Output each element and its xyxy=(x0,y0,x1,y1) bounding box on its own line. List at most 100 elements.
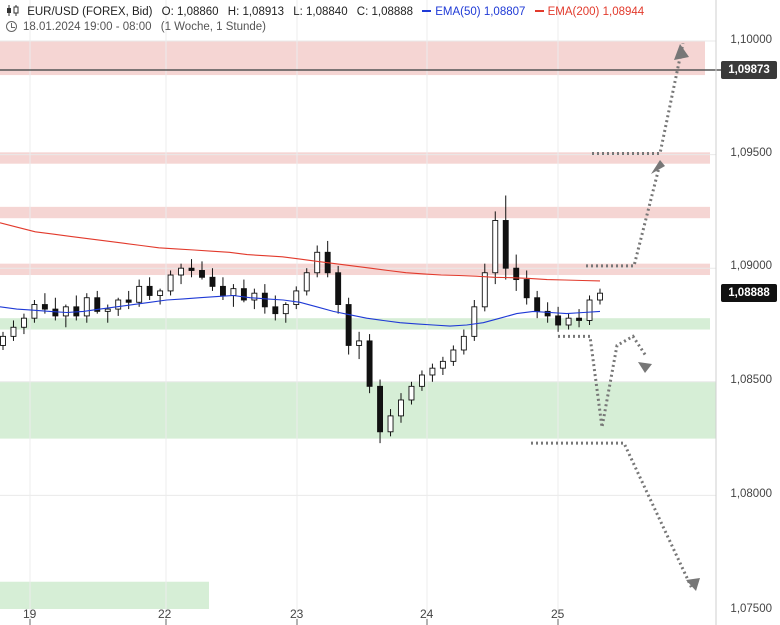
resistance-zone xyxy=(0,152,710,164)
candle-up xyxy=(565,317,572,326)
current-price-tag: 1,08888 xyxy=(721,284,777,302)
ema200-swatch xyxy=(534,10,544,12)
candle-down xyxy=(377,385,384,433)
arrow-head xyxy=(674,44,689,60)
candles-layer xyxy=(0,195,603,444)
candle-up xyxy=(429,367,436,376)
candle-up xyxy=(398,399,404,417)
support-zone xyxy=(0,318,710,330)
candle-down xyxy=(188,267,195,271)
arrow-head xyxy=(638,362,652,373)
candle-up xyxy=(450,349,457,362)
candle-down xyxy=(219,285,226,296)
low-value: L: 1,08840 xyxy=(293,6,348,18)
candle-up xyxy=(62,306,69,317)
bearish-extension xyxy=(531,441,694,590)
date-range: 18.01.2024 19:00 - 08:00 xyxy=(23,21,152,33)
candle-down xyxy=(544,310,551,317)
y-tick-label: 1,09000 xyxy=(730,260,772,272)
candle-down xyxy=(272,306,279,315)
candle-down xyxy=(335,272,342,306)
candle-down xyxy=(555,315,562,326)
candle-down xyxy=(576,317,583,321)
clock-icon xyxy=(6,21,17,32)
bullish-path-lower xyxy=(586,163,662,268)
ema200-value: 1,08944 xyxy=(602,6,645,18)
candle-down xyxy=(94,297,101,312)
support-zone xyxy=(0,381,716,439)
candle-down xyxy=(366,340,373,387)
ema50-label: EMA(50) xyxy=(435,6,481,18)
candle-up xyxy=(492,220,499,274)
ema50-value: 1,08807 xyxy=(483,6,526,18)
candle-up xyxy=(418,374,425,387)
candle-up xyxy=(230,288,237,296)
candle-up xyxy=(83,297,90,317)
candle-up xyxy=(167,274,174,292)
candle-up xyxy=(157,290,164,296)
ema50-swatch xyxy=(422,10,432,12)
ema-layer xyxy=(0,222,601,327)
open-value: O: 1,08860 xyxy=(161,6,219,18)
close-value: C: 1,08888 xyxy=(356,6,414,18)
candle-up xyxy=(20,317,27,328)
y-tick-label: 1,08500 xyxy=(730,374,772,386)
ema200-line xyxy=(0,222,601,282)
chart-subheader: 18.01.2024 19:00 - 08:00 (1 Woche, 1 Stu… xyxy=(6,21,272,33)
ema200-label: EMA(200) xyxy=(547,6,600,18)
last-price-tag: 1,09873 xyxy=(721,61,777,79)
ema200-legend: EMA(200) 1,08944 xyxy=(534,6,645,18)
y-tick-label: 1,07500 xyxy=(730,603,772,615)
resistance-zone xyxy=(0,206,710,219)
candle-up xyxy=(303,272,310,292)
candle-up xyxy=(439,360,446,369)
candle-up xyxy=(10,326,17,337)
x-tick-label: 19 xyxy=(23,607,37,621)
candle-up xyxy=(586,299,593,321)
candle-down xyxy=(502,220,509,269)
candle-up xyxy=(104,308,111,312)
candle-down xyxy=(240,288,247,301)
candle-up xyxy=(115,299,122,310)
candle-down xyxy=(199,270,205,278)
symbol-label: EUR/USD (FOREX, Bid) xyxy=(27,6,153,18)
x-tick-label: 25 xyxy=(551,607,565,621)
candle-down xyxy=(125,299,132,303)
zones-layer xyxy=(0,41,716,609)
y-tick-label: 1,10000 xyxy=(730,34,772,46)
arrow-head xyxy=(686,578,700,591)
candle-down xyxy=(534,297,541,312)
candle-down xyxy=(523,279,530,299)
candle-down xyxy=(261,292,268,308)
candle-up xyxy=(460,335,467,351)
x-tick-label: 24 xyxy=(420,607,434,621)
chart-header: EUR/USD (FOREX, Bid) O: 1,08860 H: 1,089… xyxy=(6,5,650,18)
candle-down xyxy=(41,304,48,310)
candle-down xyxy=(209,276,216,287)
candles-icon xyxy=(7,5,19,16)
candle-up xyxy=(408,385,415,401)
candle-up xyxy=(481,272,488,308)
support-zone xyxy=(0,581,209,609)
x-tick-label: 23 xyxy=(290,607,304,621)
candle-down xyxy=(146,285,153,296)
y-tick-label: 1,09500 xyxy=(730,147,772,159)
y-tick-label: 1,08000 xyxy=(730,488,772,500)
x-tick-label: 22 xyxy=(158,607,172,621)
candle-up xyxy=(282,304,289,315)
candle-up xyxy=(471,306,478,337)
candle-up xyxy=(136,285,143,303)
projections-layer xyxy=(531,42,700,591)
candle-down xyxy=(52,308,59,317)
candle-up xyxy=(0,335,6,346)
arrow-head xyxy=(651,160,665,174)
candle-up xyxy=(387,415,394,433)
ema50-line xyxy=(0,294,601,327)
candle-up xyxy=(251,292,258,301)
candle-up xyxy=(293,290,300,306)
high-value: H: 1,08913 xyxy=(227,6,285,18)
grid-layer xyxy=(0,0,716,625)
candle-down xyxy=(345,304,352,346)
candle-down xyxy=(513,267,520,281)
